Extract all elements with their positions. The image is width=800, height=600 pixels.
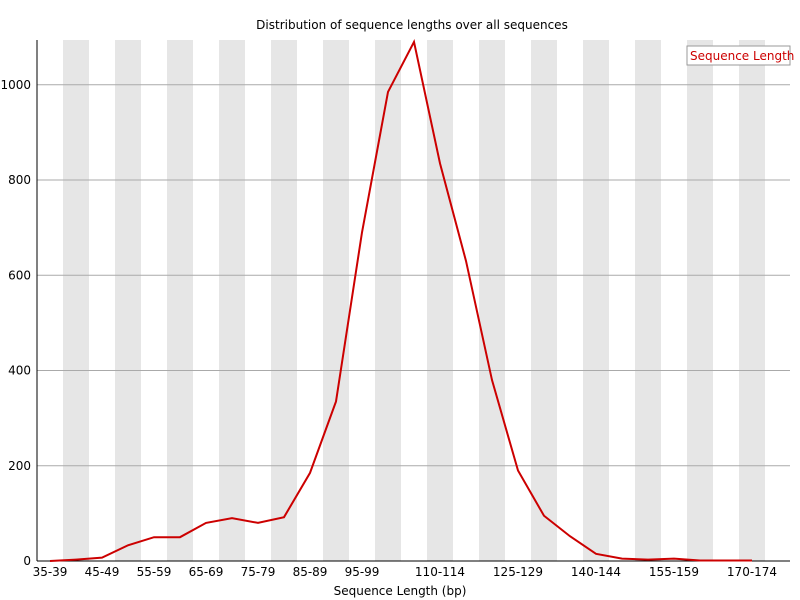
band-50-54: [115, 40, 141, 561]
y-tick-label-600: 600: [8, 268, 31, 282]
x-tick-label-125-129: 125-129: [493, 565, 543, 579]
x-tick-label-45-49: 45-49: [85, 565, 120, 579]
band-100-104: [375, 40, 401, 561]
x-tick-label-170-174: 170-174: [727, 565, 777, 579]
series-layer: [49, 38, 752, 562]
x-tick-label-65-69: 65-69: [189, 565, 224, 579]
y-tick-label-1000: 1000: [0, 78, 31, 92]
x-axis-label: Sequence Length (bp): [334, 584, 467, 598]
band-60-64: [167, 40, 193, 561]
y-tick-label-400: 400: [8, 364, 31, 378]
y-tick-label-0: 0: [23, 554, 31, 568]
band-140-144: [583, 40, 609, 561]
x-axis-ticks: 35-39 45-49 55-59 65-69 75-79 85-89 95-99 110-1…: [33, 565, 778, 579]
band-120-124: [479, 40, 505, 561]
y-axis-ticks: 0 200 400 600 800 1000: [0, 78, 31, 568]
band-130-134: [531, 40, 557, 561]
x-tick-label-140-144: 140-144: [571, 565, 621, 579]
y-tick-label-200: 200: [8, 459, 31, 473]
x-tick-label-95-99: 95-99: [345, 565, 380, 579]
legend-label-sequence-length: Sequence Length: [690, 49, 794, 63]
x-tick-label-55-59: 55-59: [137, 565, 172, 579]
band-90-94: [323, 40, 349, 561]
chart-title: Distribution of sequence lengths over al…: [256, 18, 568, 32]
band-40-44: [63, 40, 89, 561]
y-tick-label-800: 800: [8, 173, 31, 187]
x-tick-label-110-114: 110-114: [415, 565, 465, 579]
horizontal-gridlines: [37, 84, 790, 467]
band-80-84: [271, 40, 297, 561]
band-160-164: [687, 40, 713, 561]
legend-box: [686, 45, 791, 66]
x-tick-label-85-89: 85-89: [293, 565, 328, 579]
x-tick-label-75-79: 75-79: [241, 565, 276, 579]
band-150-154: [635, 40, 661, 561]
series-line-0: [49, 38, 752, 562]
x-tick-label-35-39: 35-39: [33, 565, 68, 579]
x-tick-label-155-159: 155-159: [649, 565, 699, 579]
band-70-74: [219, 40, 245, 561]
legend: Sequence Length: [686, 45, 794, 66]
background-bands: [63, 40, 765, 561]
band-170-174: [739, 40, 765, 561]
